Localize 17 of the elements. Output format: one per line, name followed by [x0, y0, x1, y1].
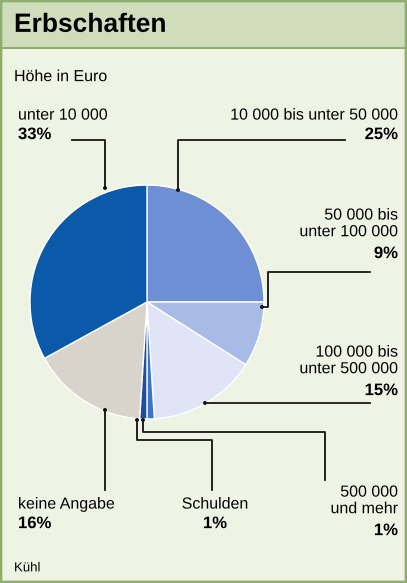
- data-label: 25%: [365, 127, 398, 140]
- data-label: 16%: [19, 516, 51, 528]
- slice-label: Schulden: [182, 497, 248, 509]
- data-label: 15%: [366, 383, 398, 396]
- slice-label: keine Angabe: [19, 497, 114, 512]
- slice-label: 100 000 bis unter 500 000: [300, 345, 398, 374]
- text: Kühl: [15, 562, 40, 572]
- slice-label: 500 000 und mehr: [332, 485, 398, 514]
- chart-title: Erbschaften: [16, 12, 165, 32]
- slice-label: unter 10 000: [19, 108, 108, 120]
- data-label: 1%: [204, 516, 227, 528]
- data-label: 9%: [374, 246, 398, 258]
- slice-label: 50 000 bis unter 100 000: [300, 208, 398, 236]
- data-label: 33%: [18, 127, 51, 140]
- data-label: 1%: [374, 523, 398, 536]
- slice-label: 10 000 bis unter 50 000: [231, 108, 398, 120]
- chart-subtitle: Höhe in Euro: [15, 70, 107, 82]
